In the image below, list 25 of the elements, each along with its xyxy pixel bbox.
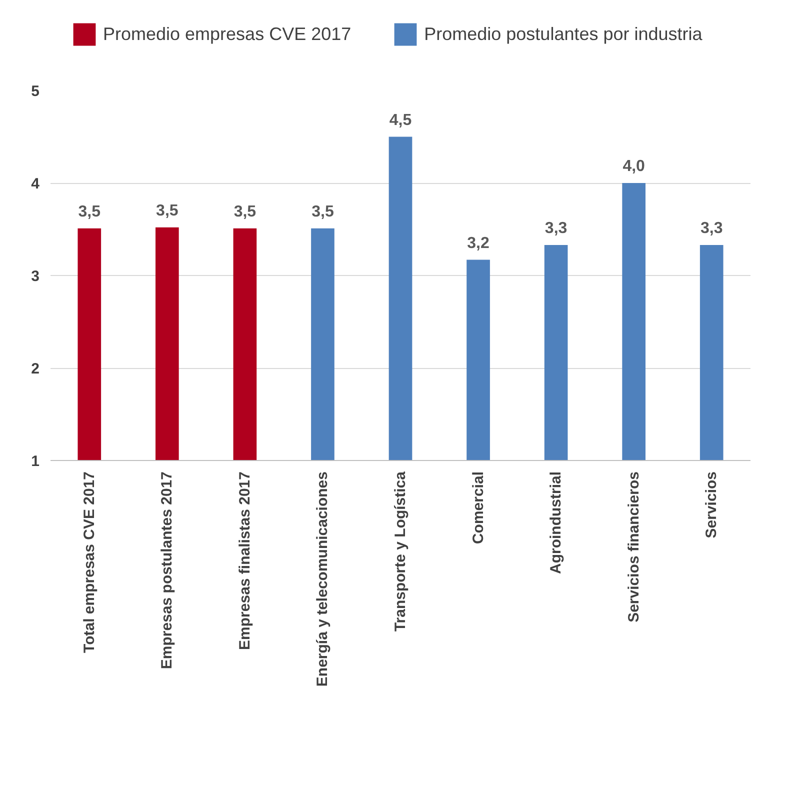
data-label: 3,5 [234,203,256,220]
x-tick-label: Transporte y Logística [392,470,409,632]
y-tick-label: 2 [31,360,40,378]
x-tick-label: Servicios financieros [625,471,642,622]
y-tick-label: 1 [31,453,40,470]
y-tick-label: 4 [31,176,40,192]
y-tick-label: 5 [31,83,40,100]
data-label: 3,2 [467,234,490,252]
legend-label: Promedio postulantes por industria [424,24,702,44]
data-label: 3,3 [544,220,568,237]
data-label: 4,0 [622,158,646,175]
x-tick-label: Empresas finalistas 2017 [236,471,254,650]
x-tick-label: Empresas postulantes 2017 [158,472,176,670]
data-label: 3,5 [312,203,334,220]
legend-label: Promedio empresas CVE 2017 [103,24,352,44]
data-label: 3,5 [78,203,101,220]
data-label: 4,5 [389,112,412,129]
x-tick-label: Servicios [703,471,720,538]
x-tick-label: Energía y telecomunicaciones [314,471,332,687]
y-tick-label: 3 [31,268,40,285]
data-label: 3,5 [156,202,178,220]
x-tick-label: Agroindustrial [548,471,565,574]
data-label: 3,3 [700,220,723,237]
x-tick-label: Comercial [470,471,487,544]
x-tick-label: Total empresas CVE 2017 [80,471,98,653]
